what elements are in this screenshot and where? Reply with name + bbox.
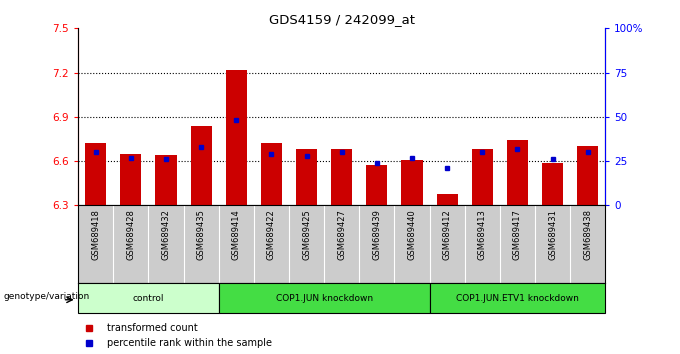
Bar	[577, 146, 598, 205]
Text: GSM689417: GSM689417	[513, 209, 522, 260]
Text: GSM689422: GSM689422	[267, 209, 276, 260]
Bar	[507, 141, 528, 205]
Bar	[430, 283, 605, 313]
Text: control: control	[133, 294, 164, 303]
Text: GSM689427: GSM689427	[337, 209, 346, 260]
Text: GSM689425: GSM689425	[302, 209, 311, 260]
Bar	[156, 155, 177, 205]
Bar	[437, 194, 458, 205]
Bar	[472, 149, 493, 205]
Bar	[78, 283, 219, 313]
Text: transformed count: transformed count	[107, 323, 198, 333]
Bar	[331, 149, 352, 205]
Bar	[226, 70, 247, 205]
Text: genotype/variation: genotype/variation	[4, 292, 90, 301]
Text: GSM689414: GSM689414	[232, 209, 241, 260]
Text: GSM689432: GSM689432	[162, 209, 171, 260]
Text: GSM689418: GSM689418	[91, 209, 100, 260]
Bar	[219, 283, 430, 313]
Text: GSM689438: GSM689438	[583, 209, 592, 260]
Text: GSM689412: GSM689412	[443, 209, 452, 260]
Bar	[296, 149, 317, 205]
Text: GSM689431: GSM689431	[548, 209, 557, 260]
Text: percentile rank within the sample: percentile rank within the sample	[107, 338, 272, 348]
Bar	[120, 154, 141, 205]
Text: GSM689413: GSM689413	[478, 209, 487, 260]
Bar	[190, 126, 211, 205]
Text: GSM689435: GSM689435	[197, 209, 205, 260]
Bar	[542, 162, 563, 205]
Title: GDS4159 / 242099_at: GDS4159 / 242099_at	[269, 13, 415, 26]
Text: GSM689428: GSM689428	[126, 209, 135, 260]
Bar	[401, 160, 422, 205]
Bar	[85, 143, 106, 205]
Text: COP1.JUN knockdown: COP1.JUN knockdown	[275, 294, 373, 303]
Text: COP1.JUN.ETV1 knockdown: COP1.JUN.ETV1 knockdown	[456, 294, 579, 303]
Text: GSM689439: GSM689439	[373, 209, 381, 260]
Bar	[367, 165, 388, 205]
Bar	[261, 143, 282, 205]
Text: GSM689440: GSM689440	[407, 209, 416, 260]
